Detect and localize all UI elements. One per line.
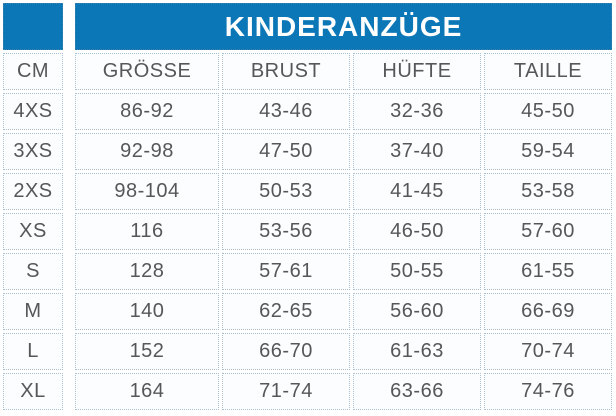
row-value-cell: 70-74 [484,333,612,370]
column-header-cm: CM [3,53,63,90]
table-row: 4XS 86-92 43-46 32-36 45-50 [3,93,612,130]
row-value-cell: 43-46 [222,93,350,130]
row-value-cell: 116 [75,213,219,250]
row-value-cell: 66-69 [484,293,612,330]
row-value-cell: 59-54 [484,133,612,170]
row-size-label: L [3,333,63,370]
row-value-cell: 98-104 [75,173,219,210]
table-row: L 152 66-70 61-63 70-74 [3,333,612,370]
column-gutter [66,333,72,370]
row-value-cell: 92-98 [75,133,219,170]
column-gutter [66,213,72,250]
row-value-cell: 53-56 [222,213,350,250]
row-value-cell: 57-60 [484,213,612,250]
table-title: KINDERANZÜGE [75,3,612,50]
row-value-cell: 45-50 [484,93,612,130]
row-value-cell: 152 [75,333,219,370]
row-value-cell: 66-70 [222,333,350,370]
column-header-brust: BRUST [222,53,350,90]
row-value-cell: 74-76 [484,373,612,410]
row-value-cell: 37-40 [353,133,481,170]
row-size-label: XS [3,213,63,250]
row-value-cell: 128 [75,253,219,290]
row-size-label: S [3,253,63,290]
row-value-cell: 57-61 [222,253,350,290]
column-gutter [66,173,72,210]
size-table-body: 4XS 86-92 43-46 32-36 45-50 3XS 92-98 47-50 37-4… [3,93,612,410]
column-gutter [66,93,72,130]
corner-blue-box [3,3,63,50]
row-value-cell: 62-65 [222,293,350,330]
table-row: XS 116 53-56 46-50 57-60 [3,213,612,250]
column-gutter [66,373,72,410]
row-value-cell: 140 [75,293,219,330]
row-value-cell: 41-45 [353,173,481,210]
row-value-cell: 47-50 [222,133,350,170]
column-gutter [66,53,72,90]
table-row: 3XS 92-98 47-50 37-40 59-54 [3,133,612,170]
column-gutter [66,133,72,170]
column-header-row: CM GRÖSSE BRUST HÜFTE TAILLE [3,53,612,90]
row-value-cell: 86-92 [75,93,219,130]
column-header-groesse: GRÖSSE [75,53,219,90]
row-value-cell: 50-55 [353,253,481,290]
title-row: KINDERANZÜGE [3,3,612,50]
row-value-cell: 61-63 [353,333,481,370]
column-gutter [66,3,72,50]
column-gutter [66,293,72,330]
row-value-cell: 50-53 [222,173,350,210]
table-row: M 140 62-65 56-60 66-69 [3,293,612,330]
table-row: 2XS 98-104 50-53 41-45 53-58 [3,173,612,210]
column-header-taille: TAILLE [484,53,612,90]
row-value-cell: 53-58 [484,173,612,210]
row-value-cell: 71-74 [222,373,350,410]
row-value-cell: 63-66 [353,373,481,410]
row-value-cell: 32-36 [353,93,481,130]
row-value-cell: 61-55 [484,253,612,290]
row-value-cell: 56-60 [353,293,481,330]
row-size-label: 2XS [3,173,63,210]
table-row: S 128 57-61 50-55 61-55 [3,253,612,290]
row-size-label: 3XS [3,133,63,170]
row-size-label: M [3,293,63,330]
row-size-label: 4XS [3,93,63,130]
row-value-cell: 164 [75,373,219,410]
row-value-cell: 46-50 [353,213,481,250]
column-gutter [66,253,72,290]
column-header-huefte: HÜFTE [353,53,481,90]
row-size-label: XL [3,373,63,410]
table-row: XL 164 71-74 63-66 74-76 [3,373,612,410]
